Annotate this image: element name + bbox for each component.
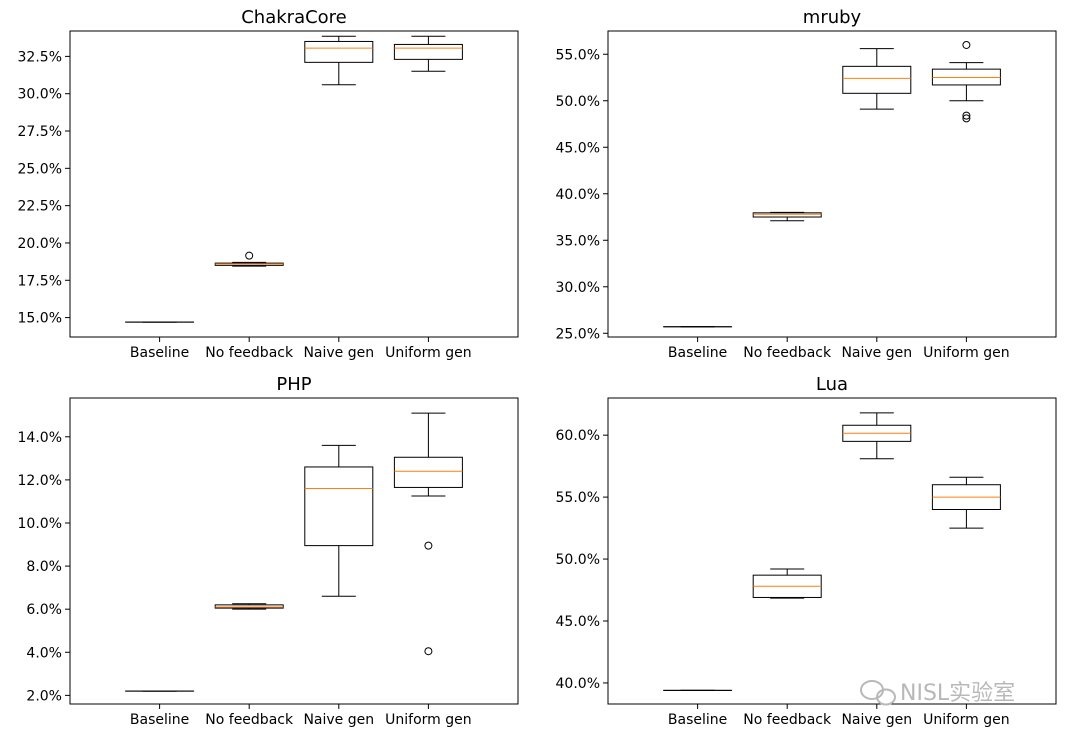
y-tick-label: 2.0% <box>26 688 62 704</box>
y-tick-label: 10.0% <box>18 516 62 532</box>
subplot-panels: ChakraCore 15.0% 17.5% 20.0% 22.5% 25.0% 27.5%… <box>18 7 1057 728</box>
box-naive-gen <box>304 35 374 86</box>
box-no-feedback <box>752 211 822 222</box>
y-tick-label: 45.0% <box>556 614 600 630</box>
box-uniform-gen <box>393 35 463 72</box>
y-tick-label: 40.0% <box>556 676 600 692</box>
iqr-box <box>842 65 912 94</box>
outlier-point <box>962 111 971 120</box>
x-tick-label: Naive gen <box>303 712 374 728</box>
y-tick-label: 20.0% <box>18 236 62 252</box>
y-tick-label: 30.0% <box>556 280 600 296</box>
watermark-text: NISL实验室 <box>900 681 1015 706</box>
chart-title: PHP <box>276 374 311 395</box>
subplot-mruby: mruby 25.0% 30.0% 35.0% 40.0% 45.0% 50.0% 55.0%… <box>556 7 1057 361</box>
subplot-chakracore: ChakraCore 15.0% 17.5% 20.0% 22.5% 25.0% 27.5%… <box>18 7 519 361</box>
box-naive-gen <box>304 444 374 597</box>
chart-title: Lua <box>816 374 848 395</box>
outlier-point <box>245 251 254 260</box>
y-tick-label: 35.0% <box>556 233 600 249</box>
y-tick-label: 12.0% <box>18 473 62 489</box>
axes-frame <box>69 397 519 705</box>
x-tick-label: Naive gen <box>841 345 912 361</box>
y-tick-label: 50.0% <box>556 552 600 568</box>
box-uniform-gen <box>931 40 1001 123</box>
box-uniform-gen <box>393 412 463 656</box>
wechat-icon <box>860 680 896 706</box>
subplot-lua: Lua 40.0% 45.0% 50.0% 55.0% 60.0% Baseline No f… <box>556 374 1057 728</box>
y-tick-label: 27.5% <box>18 124 62 140</box>
box-uniform-gen <box>931 476 1001 529</box>
y-tick-label: 50.0% <box>556 94 600 110</box>
x-tick-label: No feedback <box>743 712 832 728</box>
y-tick-label: 15.0% <box>18 311 62 327</box>
iqr-box <box>214 604 284 609</box>
iqr-box <box>393 43 463 60</box>
box-no-feedback <box>214 603 284 610</box>
chart-title: mruby <box>803 7 862 28</box>
box-no-feedback <box>752 568 822 599</box>
outlier-point <box>424 541 433 550</box>
iqr-box <box>393 456 463 488</box>
y-tick-label: 6.0% <box>26 602 62 618</box>
x-tick-label: Uniform gen <box>923 345 1009 361</box>
x-tick-label: Naive gen <box>303 345 374 361</box>
x-tick-label: Uniform gen <box>923 712 1009 728</box>
x-tick-label: No feedback <box>205 712 294 728</box>
y-tick-label: 55.0% <box>556 47 600 63</box>
x-tick-label: Baseline <box>668 712 727 728</box>
x-tick-label: No feedback <box>743 345 832 361</box>
y-tick-label: 22.5% <box>18 199 62 215</box>
outlier-point <box>424 647 433 656</box>
x-tick-label: Baseline <box>668 345 727 361</box>
chart-title: ChakraCore <box>241 7 347 28</box>
y-tick-label: 25.0% <box>556 326 600 342</box>
y-tick-label: 30.0% <box>18 87 62 103</box>
y-tick-label: 45.0% <box>556 140 600 156</box>
iqr-box <box>752 212 822 218</box>
axes-frame <box>69 30 519 338</box>
y-tick-label: 4.0% <box>26 645 62 661</box>
x-tick-label: Uniform gen <box>385 345 471 361</box>
box-no-feedback <box>214 251 284 267</box>
iqr-box <box>304 40 374 63</box>
y-tick-label: 14.0% <box>18 430 62 446</box>
iqr-box <box>304 466 374 547</box>
y-tick-label: 8.0% <box>26 559 62 575</box>
watermark: NISL实验室 <box>860 680 1015 706</box>
y-tick-label: 25.0% <box>18 161 62 177</box>
y-tick-label: 40.0% <box>556 187 600 203</box>
outlier-point <box>962 40 971 49</box>
x-tick-label: Baseline <box>130 345 189 361</box>
outlier-point <box>962 114 971 123</box>
y-tick-label: 60.0% <box>556 428 600 444</box>
x-tick-label: No feedback <box>205 345 294 361</box>
subplot-php: PHP 2.0% 4.0% 6.0% 8.0% 10.0% 12.0% 14.0% Baseli… <box>18 374 519 728</box>
y-tick-label: 17.5% <box>18 273 62 289</box>
box-naive-gen <box>842 48 912 110</box>
box-naive-gen <box>842 412 912 460</box>
y-tick-label: 32.5% <box>18 49 62 65</box>
x-tick-label: Uniform gen <box>385 712 471 728</box>
y-tick-label: 55.0% <box>556 490 600 506</box>
axes-frame <box>607 30 1057 338</box>
x-tick-label: Baseline <box>130 712 189 728</box>
x-tick-label: Naive gen <box>841 712 912 728</box>
axes-frame <box>607 397 1057 705</box>
